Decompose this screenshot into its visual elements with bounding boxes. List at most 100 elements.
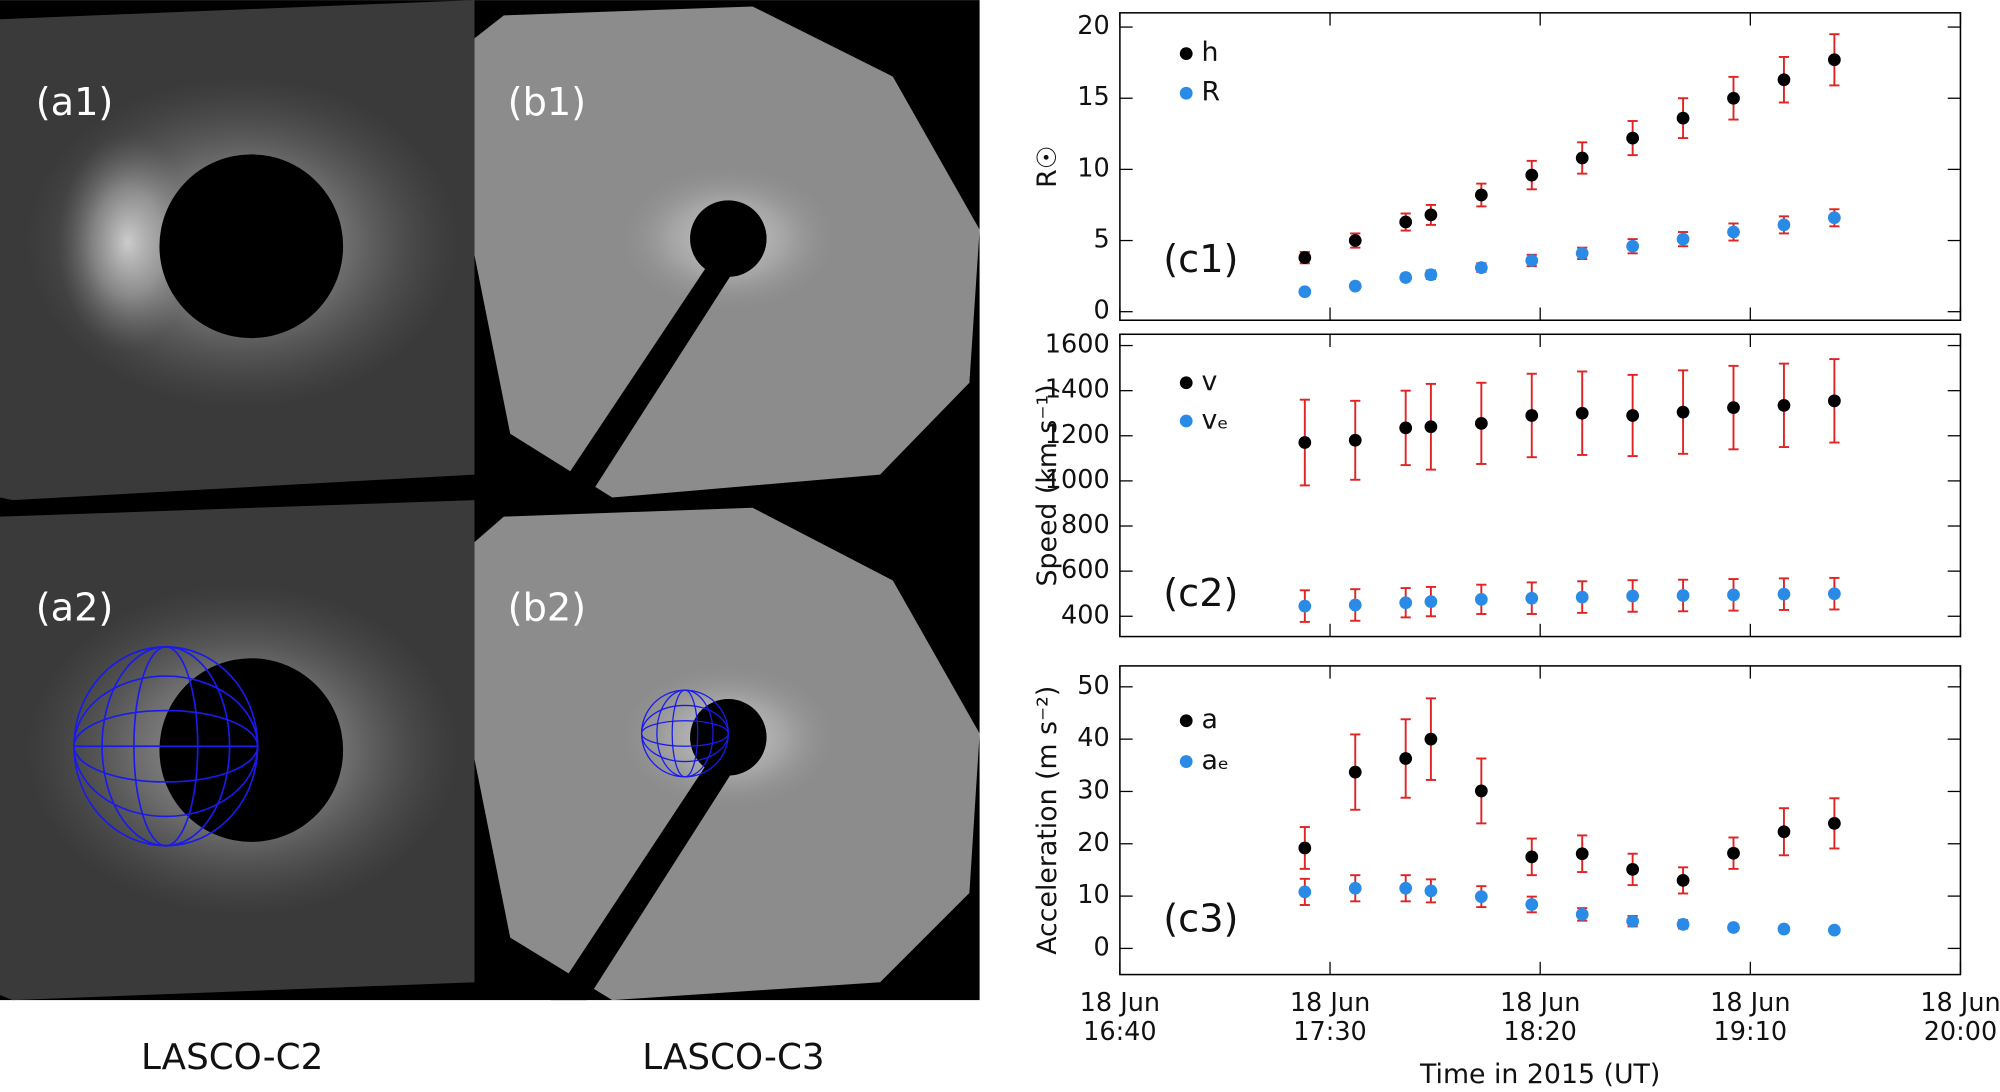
image-label: (a1) xyxy=(36,80,114,125)
data-point xyxy=(1676,917,1690,931)
data-point xyxy=(1424,420,1438,434)
data-point xyxy=(1777,922,1791,936)
data-point xyxy=(1626,589,1640,603)
legend-marker xyxy=(1179,86,1193,100)
data-point xyxy=(1474,188,1488,202)
y-tick-label: 1400 xyxy=(1045,375,1110,405)
cme-glow xyxy=(57,134,198,351)
y-tick-label: 400 xyxy=(1061,600,1110,630)
data-point xyxy=(1399,596,1413,610)
data-point xyxy=(1575,151,1589,165)
data-point xyxy=(1575,246,1589,260)
data-point xyxy=(1474,416,1488,430)
data-point xyxy=(1525,591,1539,605)
occulter xyxy=(159,154,344,339)
data-point xyxy=(1676,405,1690,419)
data-point xyxy=(1474,592,1488,606)
data-point xyxy=(1676,111,1690,125)
data-point xyxy=(1525,168,1539,182)
data-point xyxy=(1348,765,1362,779)
data-point xyxy=(1298,841,1312,855)
x-tick-label: 18 Jun xyxy=(1710,988,1790,1018)
caption: LASCO-C3 xyxy=(642,1037,824,1078)
legend-label: R xyxy=(1202,77,1221,108)
data-point xyxy=(1727,921,1740,934)
y-tick-label: 600 xyxy=(1061,555,1110,585)
x-tick-label: 20:00 xyxy=(1924,1017,1998,1047)
legend-label: h xyxy=(1202,37,1219,68)
x-tick-label: 18 Jun xyxy=(1290,988,1370,1018)
data-point xyxy=(1575,908,1589,921)
y-axis-title: Speed (km s⁻¹) xyxy=(1032,384,1063,586)
y-tick-label: 20 xyxy=(1077,828,1109,858)
panel-label: (c1) xyxy=(1163,237,1238,282)
data-point xyxy=(1626,863,1640,876)
data-point xyxy=(1727,225,1740,239)
data-point xyxy=(1348,433,1362,447)
data-point xyxy=(1727,401,1740,414)
y-tick-label: 800 xyxy=(1061,510,1110,540)
flux-rope-wireframe xyxy=(73,645,259,847)
data-point xyxy=(1676,232,1690,246)
data-point xyxy=(1777,218,1791,232)
data-point xyxy=(1575,590,1589,604)
y-tick-label: 20 xyxy=(1077,11,1109,41)
y-tick-label: 1200 xyxy=(1045,420,1110,450)
x-axis-title: Time in 2015 (UT) xyxy=(1419,1059,1660,1090)
data-point xyxy=(1626,239,1640,253)
x-tick-label: 17:30 xyxy=(1293,1017,1366,1047)
data-point xyxy=(1827,211,1841,225)
legend-label: v xyxy=(1202,366,1218,397)
y-tick-label: 1000 xyxy=(1045,465,1110,495)
legend-label: aₑ xyxy=(1202,745,1230,776)
data-point xyxy=(1348,881,1362,895)
y-tick-label: 1600 xyxy=(1045,330,1110,360)
data-point xyxy=(1474,890,1488,903)
coronagraph-images xyxy=(0,0,980,1001)
data-point xyxy=(1298,885,1312,899)
x-tick-label: 18 Jun xyxy=(1920,988,2000,1018)
y-tick-label: 40 xyxy=(1077,723,1109,753)
image-label: (b2) xyxy=(508,585,586,630)
flux-rope-wireframe xyxy=(640,689,729,778)
y-tick-label: 15 xyxy=(1077,82,1109,112)
data-point xyxy=(1298,251,1312,264)
data-point xyxy=(1474,261,1488,274)
legend-marker xyxy=(1179,47,1193,61)
data-point xyxy=(1626,914,1640,928)
data-point xyxy=(1399,215,1413,229)
data-point xyxy=(1827,53,1841,67)
y-tick-label: 10 xyxy=(1077,880,1109,910)
x-tick-label: 16:40 xyxy=(1083,1017,1157,1047)
y-tick-label: 0 xyxy=(1093,932,1109,962)
pylon xyxy=(551,752,740,1001)
data-point xyxy=(1525,254,1539,267)
y-tick-label: 50 xyxy=(1077,671,1109,701)
data-point xyxy=(1626,409,1640,422)
data-point xyxy=(1399,752,1413,765)
data-point xyxy=(1474,784,1488,798)
data-point xyxy=(1298,436,1312,449)
data-point xyxy=(1298,285,1312,299)
data-point xyxy=(1827,816,1841,830)
occulter xyxy=(159,658,344,842)
data-point xyxy=(1777,398,1791,412)
data-point xyxy=(1777,587,1791,601)
image-label: (a2) xyxy=(36,585,114,630)
data-point xyxy=(1575,847,1589,861)
panel-label: (c2) xyxy=(1163,571,1238,616)
data-point xyxy=(1424,208,1438,222)
data-point xyxy=(1827,394,1841,408)
y-axis-title: Acceleration (m s⁻²) xyxy=(1032,686,1063,955)
data-point xyxy=(1727,588,1740,602)
legend-marker xyxy=(1179,414,1193,428)
y-tick-label: 10 xyxy=(1077,153,1109,183)
data-point xyxy=(1399,421,1413,435)
data-point xyxy=(1399,881,1413,895)
data-point xyxy=(1298,599,1312,613)
data-point xyxy=(1727,846,1740,860)
data-point xyxy=(1525,850,1539,864)
data-point xyxy=(1348,598,1362,612)
